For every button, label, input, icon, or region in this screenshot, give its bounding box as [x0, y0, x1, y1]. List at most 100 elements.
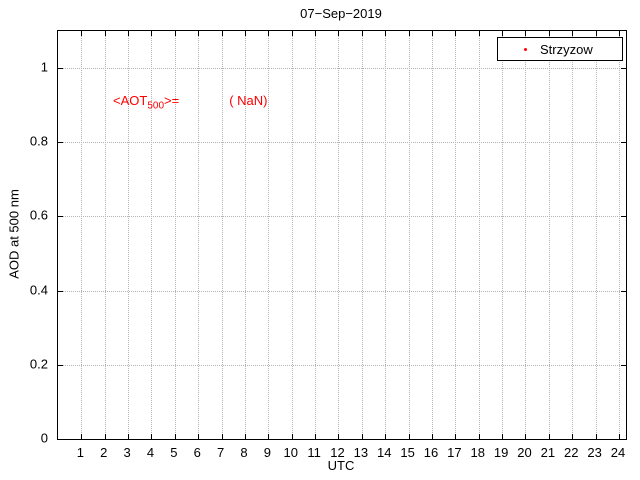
x-tick-mark	[315, 31, 317, 36]
x-tick-mark	[244, 31, 246, 36]
y-axis-label: AOD at 500 nm	[6, 189, 22, 279]
x-tick-label: 6	[193, 445, 201, 460]
y-tick-mark	[621, 439, 626, 440]
annotation-prefix: <AOT	[113, 93, 148, 108]
gridline-x	[618, 31, 620, 439]
x-tick-label: 10	[283, 445, 298, 460]
y-tick-mark	[621, 142, 626, 144]
x-tick-label: 16	[423, 445, 439, 460]
x-tick-mark	[525, 31, 527, 36]
gridline-x	[338, 31, 340, 439]
gridline-x	[174, 31, 176, 439]
x-tick-mark	[618, 434, 620, 439]
x-tick-label: 21	[540, 445, 556, 460]
x-tick-mark	[104, 31, 106, 36]
annotation-suffix: >=	[164, 93, 180, 108]
x-tick-label: 3	[123, 445, 131, 460]
x-tick-mark	[338, 434, 340, 439]
x-tick-mark	[128, 31, 130, 36]
gridline-x	[221, 31, 223, 439]
x-tick-label: 13	[353, 445, 369, 460]
x-tick-mark	[502, 31, 504, 36]
x-tick-mark	[455, 31, 457, 36]
x-tick-mark	[502, 434, 504, 439]
gridline-x	[128, 31, 130, 439]
x-axis-label: UTC	[327, 458, 355, 473]
aot-annotation: <AOT500>= ( NaN)	[113, 93, 267, 112]
y-tick-mark	[621, 290, 626, 292]
gridline-x	[291, 31, 293, 439]
x-tick-label: 1	[76, 445, 84, 460]
x-tick-mark	[81, 434, 83, 439]
annotation-subscript: 500	[147, 100, 165, 112]
y-tick-mark	[58, 142, 63, 144]
gridline-y	[58, 290, 626, 292]
y-tick-label: 0.2	[29, 356, 48, 372]
x-tick-label: 2	[100, 445, 108, 460]
x-tick-mark	[595, 434, 597, 439]
x-tick-mark	[338, 31, 340, 36]
x-tick-mark	[81, 31, 83, 36]
chart-title: 07−Sep−2019	[300, 6, 382, 21]
x-tick-mark	[221, 31, 223, 36]
x-tick-label: 14	[377, 445, 392, 460]
x-tick-mark	[385, 31, 387, 36]
gridline-x	[431, 31, 433, 439]
gridline-x	[572, 31, 574, 439]
y-tick-mark	[58, 68, 63, 70]
x-tick-label: 11	[307, 445, 321, 460]
gridline-x	[548, 31, 550, 439]
x-tick-mark	[455, 434, 457, 439]
y-tick-mark	[621, 68, 626, 70]
x-tick-label: 8	[240, 445, 248, 460]
x-tick-mark	[595, 31, 597, 36]
x-tick-label: 19	[493, 445, 509, 460]
x-tick-mark	[291, 434, 293, 439]
gridline-x	[595, 31, 597, 439]
gridline-x	[478, 31, 480, 439]
x-tick-label: 5	[170, 445, 178, 460]
gridline-x	[455, 31, 457, 439]
y-tick-label: 0.6	[29, 207, 48, 223]
x-tick-label: 15	[400, 445, 415, 460]
gridline-x	[151, 31, 153, 439]
gridline-y	[58, 364, 626, 366]
x-tick-label: 12	[330, 445, 345, 460]
gridline-x	[408, 31, 410, 439]
x-tick-mark	[291, 31, 293, 36]
y-tick-mark	[621, 364, 626, 366]
x-tick-mark	[431, 31, 433, 36]
y-tick-mark	[621, 216, 626, 218]
y-tick-mark	[58, 439, 63, 440]
y-tick-mark	[58, 290, 63, 292]
x-tick-mark	[408, 31, 410, 36]
y-tick-label: 0.4	[29, 282, 48, 298]
x-tick-label: 20	[517, 445, 532, 460]
x-tick-mark	[174, 434, 176, 439]
plot-area: <AOT500>= ( NaN) Strzyzow	[57, 30, 627, 440]
x-tick-label: 7	[216, 445, 225, 460]
x-tick-mark	[198, 31, 200, 36]
x-tick-label: 17	[447, 445, 462, 460]
legend-marker-dot-icon	[524, 47, 527, 51]
x-tick-label: 18	[470, 445, 485, 460]
x-tick-mark	[361, 31, 363, 36]
x-tick-mark	[572, 31, 574, 36]
y-tick-mark	[58, 364, 63, 366]
x-tick-mark	[128, 434, 130, 439]
x-tick-mark	[315, 434, 317, 439]
gridline-x	[502, 31, 504, 439]
x-tick-label: 24	[610, 445, 626, 460]
gridline-x	[198, 31, 200, 439]
legend: Strzyzow	[497, 37, 623, 61]
x-tick-mark	[408, 434, 410, 439]
x-tick-label: 9	[263, 445, 271, 460]
x-tick-mark	[478, 31, 480, 36]
gridline-x	[361, 31, 363, 439]
x-tick-mark	[151, 434, 153, 439]
x-tick-mark	[478, 434, 480, 439]
x-tick-mark	[174, 31, 176, 36]
gridline-x	[244, 31, 246, 439]
x-tick-mark	[268, 434, 270, 439]
